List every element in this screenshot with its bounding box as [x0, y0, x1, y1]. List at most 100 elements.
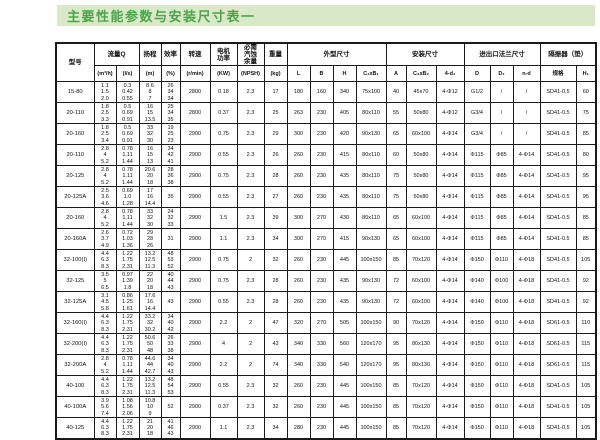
cell-H: 560 [332, 333, 357, 356]
cell-c1b1: 80x110 [355, 186, 387, 209]
cell-head: 29 28 26 [138, 228, 162, 251]
cell-c2b2: 50x80 [405, 102, 437, 125]
subheader-nd: n-d [512, 65, 541, 83]
cell-D: Φ115 [463, 207, 491, 230]
cell-q_ls: 0.78 1.11 1.44 [115, 144, 140, 167]
cell-q_ls: 1.22 1.75 2.31 [115, 249, 140, 272]
cell-q_ls: 1.22 1.75 2.31 [115, 375, 140, 398]
cell-L: 260 [286, 186, 311, 209]
cell-L: 300 [286, 228, 311, 251]
cell-A: 85 [385, 375, 407, 398]
cell-B: 270 [309, 207, 334, 230]
header-head: 扬程 [138, 42, 162, 67]
cell-q_m3h: 1.8 2.5 3.3 [93, 102, 117, 125]
cell-D1: Φ110 [489, 312, 514, 335]
cell-D: Φ140 [463, 291, 491, 314]
cell-power: 0.55 [209, 144, 238, 167]
cell-speed: 2900 [179, 417, 211, 440]
cell-c1b1: 100x150 [355, 396, 387, 419]
cell-model: 20-110 [55, 102, 95, 125]
header-npsh: 必需 汽蚀 余量 [236, 42, 265, 67]
cell-h1: 95 [575, 165, 597, 188]
cell-c2b2: 60x100 [405, 228, 437, 251]
cell-power: 0.55 [209, 186, 238, 209]
cell-B: 330 [309, 333, 334, 356]
cell-head: 13.2 12.5 11.3 [138, 375, 162, 398]
table-row: 32-200(I) 4.4 6.3 8.3 1.22 1.75 2.31 50.6 50 48 26… [55, 333, 597, 356]
cell-q_m3h: 2.8 4 5.2 [93, 144, 117, 167]
cell-spec: SD41-0.5 [539, 81, 577, 104]
cell-L: 300 [286, 123, 311, 146]
cell-spec: SD61-0.5 [539, 333, 577, 356]
cell-speed: 2800 [179, 81, 211, 104]
cell-spec: SD41-0.5 [539, 207, 577, 230]
cell-power: 0.37 [209, 102, 238, 125]
cell-h1: 115 [575, 354, 597, 377]
cell-model: 32-125 [55, 270, 95, 293]
table-row: 40-100A 3.9 5.6 7.4 1.08 1.56 2.06 10.8 10 9 52 290… [55, 396, 597, 419]
cell-q_m3h: 2.6 3.7 4.9 [93, 228, 117, 251]
cell-A: 40 [385, 81, 407, 104]
cell-npsh: 2.3 [236, 207, 265, 230]
cell-npsh: 2.3 [236, 396, 265, 419]
cell-q_m3h: 3.1 4.5 5.8 [93, 291, 117, 314]
cell-L: 300 [286, 207, 311, 230]
cell-speed: 2900 [179, 354, 211, 377]
cell-D: Φ150 [463, 333, 491, 356]
cell-q_ls: 1.22 1.75 2.31 [115, 312, 140, 335]
cell-B: 230 [309, 417, 334, 440]
cell-spec: SD41-0.5 [539, 102, 577, 125]
cell-eff: 28 36 38 [160, 165, 181, 188]
cell-spec: SD41-0.5 [539, 249, 577, 272]
cell-d1: 4-Φ14 [435, 375, 465, 398]
cell-nd: 4-Φ18 [512, 354, 541, 377]
cell-d1: 4-Φ14 [435, 144, 465, 167]
header-eff: 效率 [160, 42, 181, 67]
subheader-H: H [332, 65, 357, 83]
cell-spec: SD41-0.5 [539, 270, 577, 293]
header-row-groups: 型号 流量Q 扬程 效率 转速 电机 功率 必需 汽蚀 余量 重量 外型尺寸 安… [55, 42, 597, 83]
cell-power: 2.2 [209, 354, 238, 377]
cell-head: 13.2 12.5 11.3 [138, 249, 162, 272]
cell-nd: 4-Φ14 [512, 186, 541, 209]
cell-B: 230 [309, 165, 334, 188]
cell-q_m3h: 4.4 6.3 8.3 [93, 312, 117, 335]
cell-head: 16 15 13 [138, 144, 162, 167]
cell-h1: 85 [575, 207, 597, 230]
cell-head: 17 16 14.4 [138, 186, 162, 209]
cell-power: 1.1 [209, 228, 238, 251]
cell-c2b2: 70x120 [405, 417, 437, 440]
cell-weight: 27 [263, 186, 288, 209]
cell-c2b2: 50x80 [405, 165, 437, 188]
cell-npsh: 2.3 [236, 81, 265, 104]
cell-q_ls: 0.72 1.03 1.36 [115, 228, 140, 251]
cell-A: 75 [385, 186, 407, 209]
cell-D1: Φ85 [489, 207, 514, 230]
cell-d1: 4-Φ14 [435, 333, 465, 356]
cell-weight: 25 [263, 102, 288, 125]
cell-D1: Φ85 [489, 144, 514, 167]
table-row: 15-80 1.1 1.5 2.0 0.3 0.42 0.55 8.6 8 7 26 34 34 2800… [55, 81, 597, 104]
cell-weight: 28 [263, 291, 288, 314]
cell-d1: 4-Φ14 [435, 417, 465, 440]
cell-nd: 4-Φ18 [512, 312, 541, 335]
cell-H: 445 [332, 249, 357, 272]
cell-weight: 32 [263, 249, 288, 272]
cell-c1b1: 100x150 [355, 249, 387, 272]
cell-B: 270 [309, 312, 334, 335]
cell-c1b1: 80x110 [355, 144, 387, 167]
subheader-L: L [286, 65, 311, 83]
cell-npsh: 2.3 [236, 102, 265, 125]
cell-D1: / [489, 102, 514, 125]
cell-H: 540 [332, 354, 357, 377]
cell-c1b1: 90x130 [355, 291, 387, 314]
cell-D: Φ115 [463, 186, 491, 209]
cell-model: 20-125A [55, 186, 95, 209]
cell-eff: 19 25 23 [160, 123, 181, 146]
cell-L: 260 [286, 270, 311, 293]
cell-nd: 4-Φ18 [512, 417, 541, 440]
cell-spec: SD41-0.5 [539, 144, 577, 167]
cell-h1: 110 [575, 312, 597, 335]
cell-D: Φ115 [463, 144, 491, 167]
cell-L: 280 [286, 417, 311, 440]
